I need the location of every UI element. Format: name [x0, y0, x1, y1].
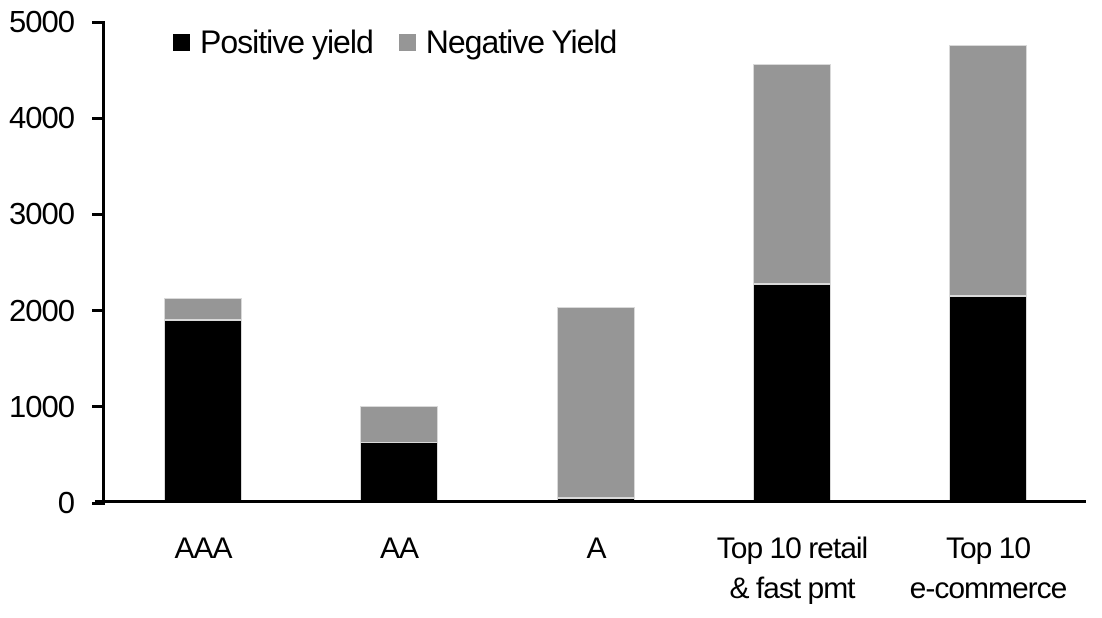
bar-segment-positive-yield-2: [360, 442, 438, 503]
bar-segment-positive-yield-4: [753, 284, 831, 503]
legend-item-negative-yield: Negative Yield: [398, 24, 618, 61]
y-tick: [92, 502, 105, 505]
legend-swatch-negative-yield: [398, 34, 416, 51]
x-category-label: AAA: [174, 532, 232, 565]
legend-label-positive-yield: Positive yield: [200, 24, 374, 60]
bar-segment-negative-yield-3: [557, 307, 635, 498]
y-tick: [92, 405, 105, 408]
legend-item-positive-yield: Positive yield: [173, 24, 374, 61]
y-tick: [92, 117, 105, 120]
bar-segment-positive-yield-5: [949, 296, 1027, 503]
bar-segment-negative-yield-5: [949, 45, 1027, 296]
x-category-label: AA: [379, 532, 419, 565]
y-tick: [92, 309, 105, 312]
x-category-label: Top 10 retail & fast pmt: [716, 532, 868, 605]
y-tick-label: 1000: [9, 389, 75, 424]
y-tick-label: 0: [57, 485, 75, 520]
x-category-label: A: [586, 532, 606, 565]
legend-swatch-positive-yield: [173, 34, 190, 51]
legend: Positive yield Negative Yield: [173, 24, 618, 61]
y-tick-label: 2000: [9, 293, 75, 328]
bar-segment-positive-yield-1: [164, 320, 242, 503]
legend-label-negative-yield: Negative Yield: [425, 24, 618, 60]
y-axis-line: [102, 22, 105, 505]
x-axis-line: [95, 500, 1086, 503]
y-tick: [92, 213, 105, 216]
y-tick-label: 3000: [9, 196, 75, 231]
bar-segment-negative-yield-2: [360, 406, 438, 443]
y-tick: [92, 21, 105, 24]
bar-segment-negative-yield-4: [753, 64, 831, 284]
x-category-label: Top 10 e-commerce: [909, 532, 1068, 605]
bar-segment-negative-yield-1: [164, 298, 242, 320]
y-tick-label: 5000: [9, 4, 75, 39]
y-tick-label: 4000: [9, 100, 75, 135]
